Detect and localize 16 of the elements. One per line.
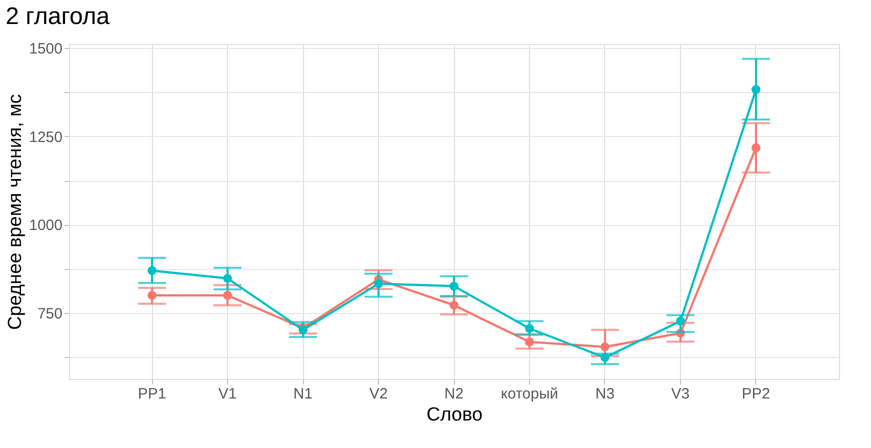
x-tick-label: PP2 bbox=[742, 386, 770, 402]
x-tick-label: V2 bbox=[369, 386, 388, 402]
chart-title: 2 глагола bbox=[6, 3, 110, 30]
y-tick-label: 1000 bbox=[29, 217, 62, 234]
x-axis-title: Слово bbox=[426, 404, 483, 426]
x-tick-label: PP1 bbox=[138, 386, 166, 402]
x-tick-label: N2 bbox=[444, 386, 464, 402]
x-tick-label: N1 bbox=[293, 386, 313, 402]
y-tick-label: 750 bbox=[37, 305, 62, 322]
y-tick-label: 1250 bbox=[29, 128, 62, 146]
x-tick-label: V3 bbox=[671, 386, 690, 402]
y-axis-title: Среднее время чтения, мс bbox=[5, 94, 26, 330]
x-tick-label: который bbox=[500, 386, 558, 402]
x-tick-label: N3 bbox=[595, 386, 615, 402]
x-tick-label: V1 bbox=[218, 386, 237, 402]
y-tick-label: 1500 bbox=[29, 40, 62, 58]
